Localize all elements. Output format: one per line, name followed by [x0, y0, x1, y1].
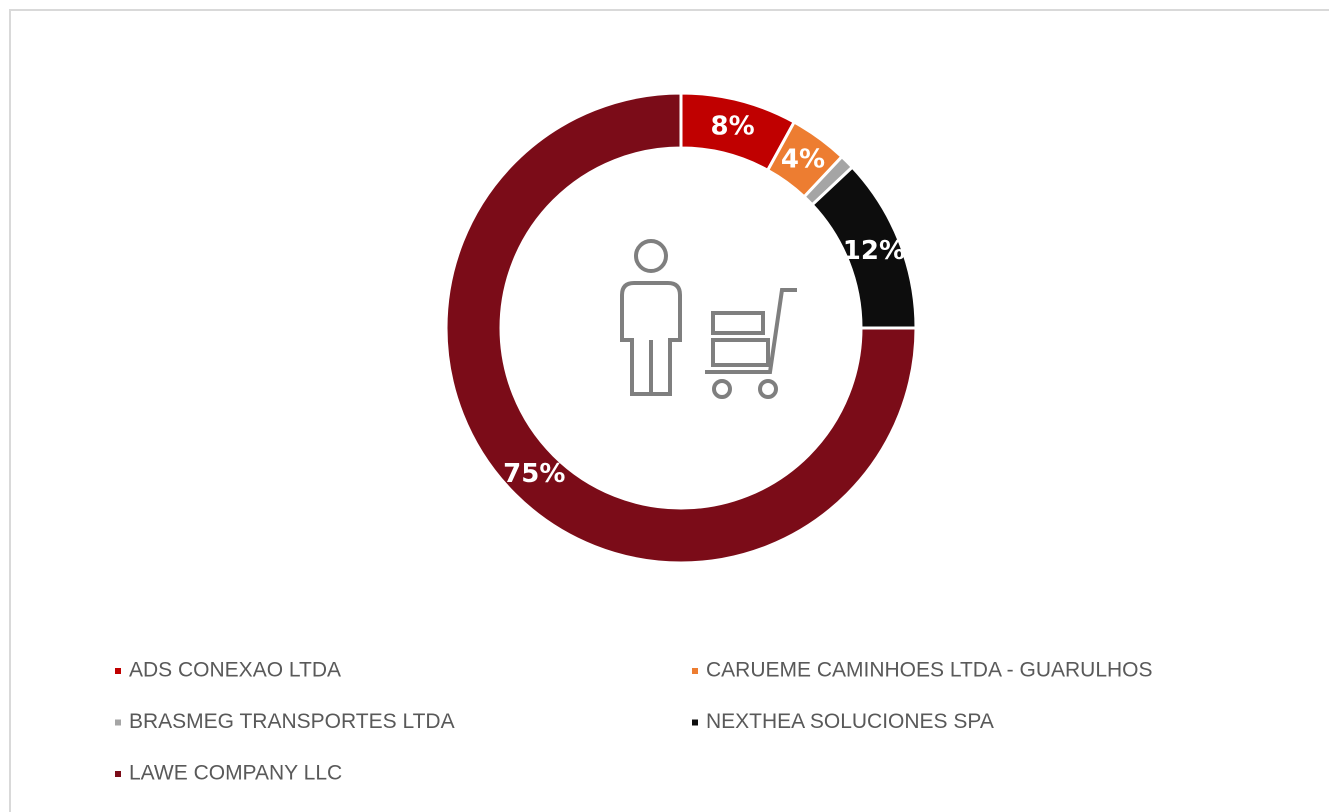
donut-segment [444, 91, 918, 565]
legend-label: BRASMEG TRANSPORTES LTDA [129, 710, 455, 733]
legend-marker [692, 719, 698, 726]
legend-marker [115, 719, 121, 726]
legend-marker [692, 668, 698, 674]
data-label: 4% [781, 145, 825, 175]
legend-label: NEXTHEA SOLUCIONES SPA [706, 710, 994, 733]
legend-label: CARUEME CAMINHOES LTDA - GUARULHOS [706, 659, 1153, 682]
center-icon [620, 239, 797, 399]
data-label: 8% [711, 112, 755, 142]
legend-label: LAWE COMPANY LLC [129, 762, 342, 785]
legend-label: ADS CONEXAO LTDA [129, 659, 341, 682]
legend-marker [115, 771, 121, 777]
legend-marker [115, 668, 121, 674]
data-label: 75% [503, 459, 565, 489]
data-label: 12% [843, 236, 905, 266]
